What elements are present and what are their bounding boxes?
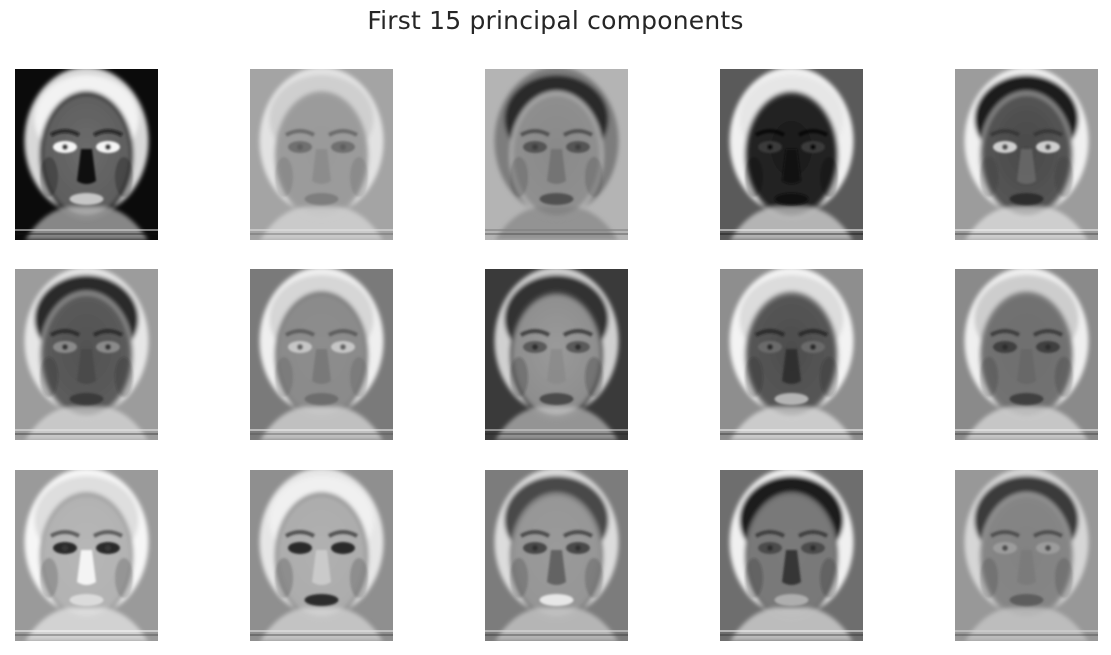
eigenface-image — [15, 69, 158, 240]
eigenface-image — [250, 69, 393, 240]
eigenface-image — [955, 470, 1098, 641]
eigenface-image — [720, 69, 863, 240]
figure-title: First 15 principal components — [367, 6, 744, 35]
eigenface-image — [250, 269, 393, 440]
eigenface-image — [250, 470, 393, 641]
eigenface-image — [485, 470, 628, 641]
eigenface-image — [720, 470, 863, 641]
eigenface-image — [955, 69, 1098, 240]
eigenface-image — [485, 269, 628, 440]
eigenface-image — [955, 269, 1098, 440]
eigenface-image — [15, 269, 158, 440]
eigenface-image — [15, 470, 158, 641]
eigenface-image — [720, 269, 863, 440]
eigenface-image — [485, 69, 628, 240]
